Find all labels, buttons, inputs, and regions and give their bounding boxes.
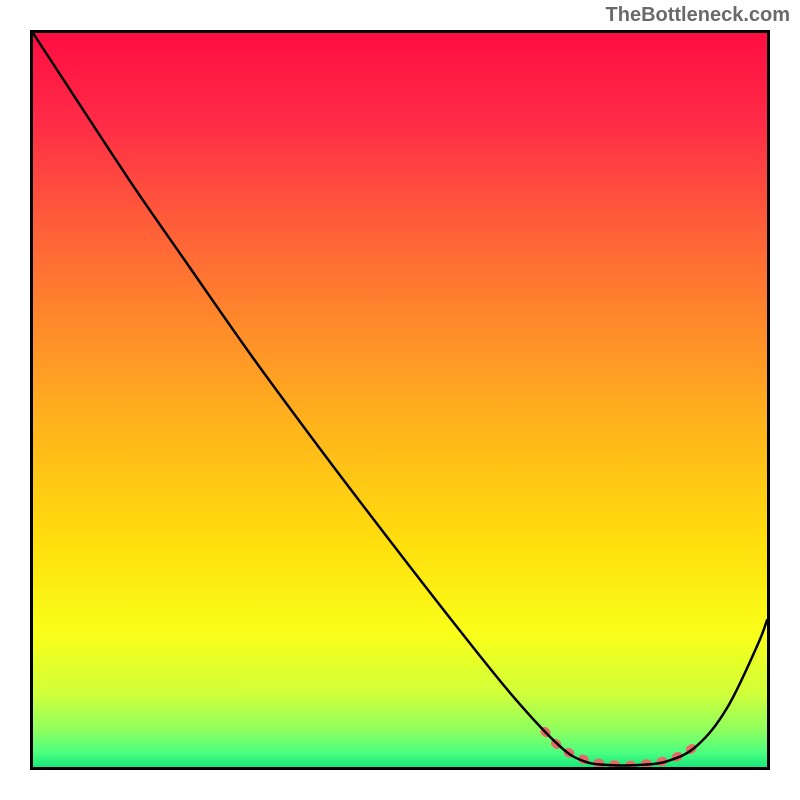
curves-overlay — [33, 33, 767, 767]
watermark-text: TheBottleneck.com — [606, 4, 790, 27]
bottleneck-chart — [30, 30, 770, 770]
main-curve — [33, 33, 767, 766]
